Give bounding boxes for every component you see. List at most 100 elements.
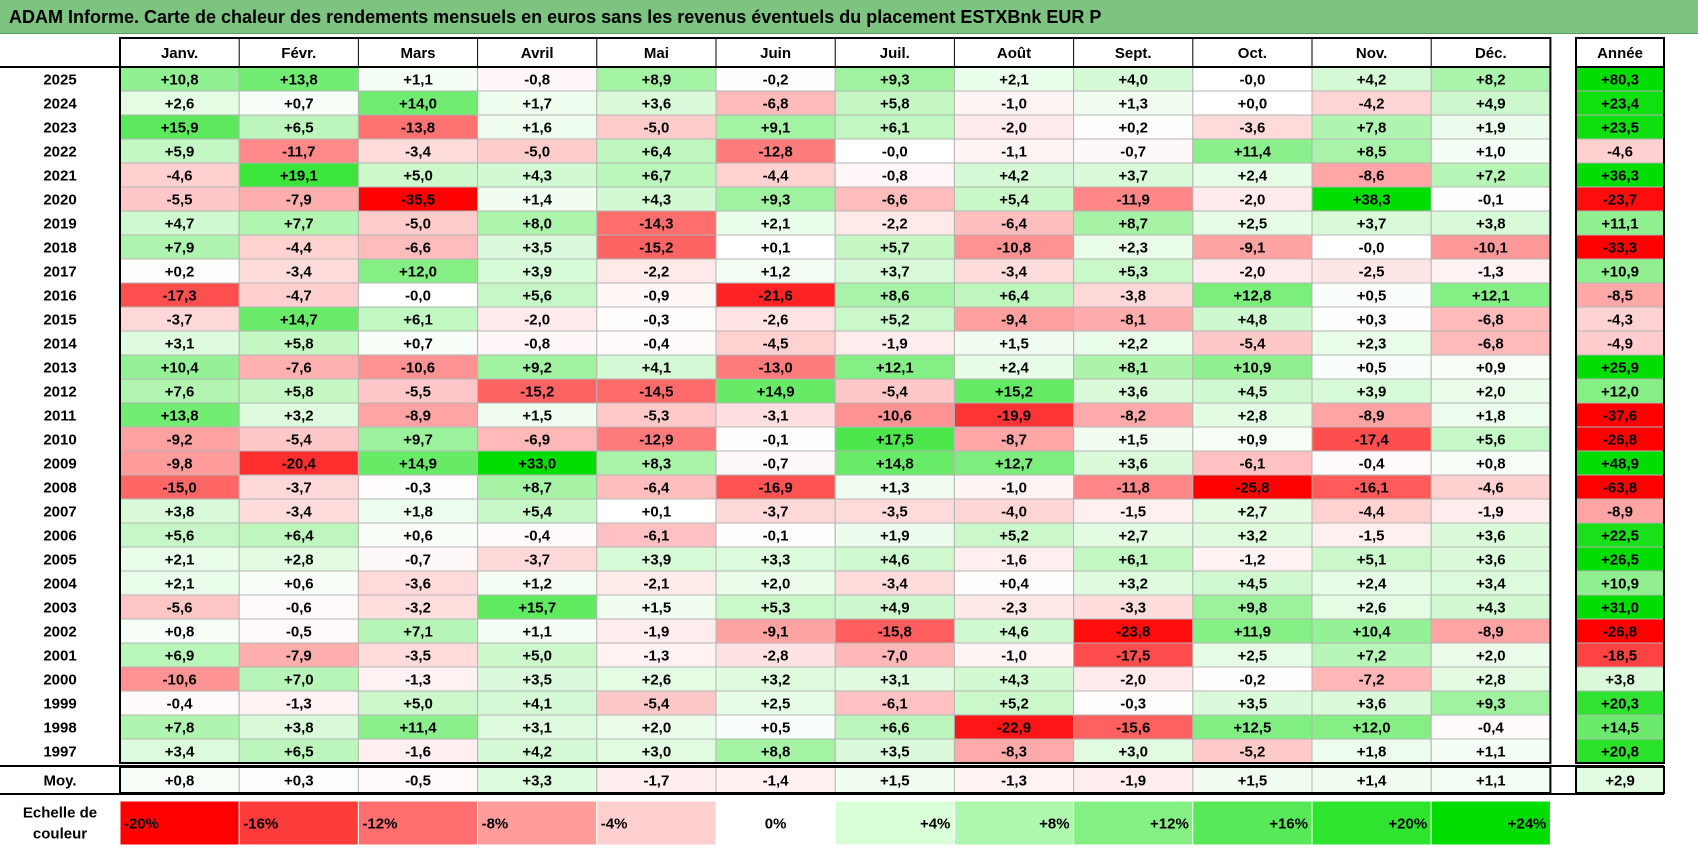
year-label: 2006 [43,528,76,545]
heat-cell-value: +3,8 [1476,216,1506,233]
heat-cell-value: +3,7 [1118,168,1148,185]
heat-cell-value: -1,0 [1001,96,1027,113]
year-label: 2014 [43,336,77,353]
heat-cell-value: +4,2 [1357,72,1387,89]
month-header-2: Févr. [281,45,316,62]
heat-cell-value: +5,6 [522,288,552,305]
heat-cell-value: +4,3 [522,168,552,185]
scale-swatch [477,800,598,846]
heat-cell-value: +5,0 [522,648,552,665]
heat-cell [119,330,240,356]
heat-cell [1073,354,1194,380]
scale-swatch-label: -8% [482,816,509,833]
heat-cell [715,402,836,428]
heat-cell [357,354,479,380]
average-cell [953,766,1075,794]
heat-cell-value: -13,0 [758,360,792,377]
heat-cell [1430,426,1551,452]
heat-cell [596,666,717,692]
heat-cell-value: +3,8 [165,504,195,521]
heat-cell-value: -6,4 [1001,216,1028,233]
heat-cell-value: +19,1 [280,168,318,185]
heat-cell [1430,210,1551,236]
heat-cell-value: +6,5 [284,744,314,761]
heat-cell [1073,90,1194,116]
heat-cell-value: -4,2 [1359,96,1385,113]
heat-cell [238,522,359,548]
heat-cell-value: -4,0 [1001,504,1027,521]
heat-cell-value: +5,1 [1357,552,1387,569]
heat-cell-value: +2,6 [642,672,672,689]
annual-cell-value: -33,3 [1603,240,1637,257]
heat-cell [1192,306,1313,332]
heat-cell-value: -3,4 [1001,264,1028,281]
heat-cell [357,738,479,764]
annual-cell-value: +20,8 [1601,744,1639,761]
average-cell-value: +1,4 [1357,773,1387,790]
heat-cell-value: +0,5 [1357,360,1387,377]
heat-cell [596,618,717,644]
heat-cell-value: -9,8 [167,456,193,473]
heat-cell [238,234,359,260]
heat-cell-value: -1,3 [643,648,669,665]
heat-cell-value: +8,7 [522,480,552,497]
year-label: 2007 [43,504,76,521]
heat-cell [357,306,479,332]
year-label: 2002 [43,624,76,641]
heat-cell-value: +3,9 [1357,384,1387,401]
heat-cell [1073,186,1194,212]
scale-swatch-label: +24% [1508,816,1547,833]
heat-cell-value: -8,1 [1120,312,1146,329]
heat-cell-value: +3,0 [1118,744,1148,761]
heat-cell [119,234,240,260]
heat-cell-value: +2,0 [1476,384,1506,401]
annual-cell-value: +10,9 [1601,264,1639,281]
heat-cell-value: -1,0 [1001,480,1027,497]
heat-cell-value: -1,2 [1239,552,1265,569]
heat-cell-value: -0,8 [524,336,550,353]
heat-cell [1430,642,1551,668]
heat-cell-value: -11,8 [1117,480,1150,497]
heat-cell-value: +5,2 [999,528,1029,545]
year-label: 2021 [43,168,76,185]
average-cell [834,766,955,794]
heat-cell-value: +0,0 [1238,96,1268,113]
heat-cell-value: -6,1 [882,696,908,713]
scale-swatch-label: -20% [124,816,159,833]
heat-cell-value: -2,0 [1120,672,1146,689]
heat-cell-value: -0,4 [524,528,551,545]
heat-cell-value: +0,9 [1476,360,1506,377]
heat-cell [238,618,359,644]
heat-cell-value: +4,7 [165,216,195,233]
heat-cell-value: +3,6 [1118,456,1148,473]
heat-cell [715,210,836,236]
heat-cell [1073,426,1194,452]
scale-swatch-label: -12% [362,816,397,833]
heat-cell-value: +2,1 [761,216,791,233]
heat-cell [119,498,240,524]
heat-cell-value: -0,0 [405,288,431,305]
heat-cell [119,282,240,308]
year-label: 2023 [43,120,76,137]
heat-cell-value: -6,8 [763,96,789,113]
heat-cell-value: +3,9 [642,552,672,569]
heat-cell-value: +1,3 [880,480,910,497]
heat-cell [715,522,836,548]
heat-cell [715,690,836,716]
heat-cell-value: +0,1 [761,240,791,257]
heat-cell [1192,210,1313,236]
heat-cell [1430,570,1551,596]
heat-cell-value: -23,8 [1116,624,1150,641]
heat-cell [596,186,717,212]
heat-cell [1192,114,1313,140]
average-cell-value: +0,3 [284,773,314,790]
heat-cell-value: +5,8 [284,336,314,353]
heat-cell-value: -4,5 [763,336,789,353]
heat-cell-value: +3,7 [880,264,910,281]
heat-cell-value: -8,9 [405,408,431,425]
heat-cell-value: -0,8 [882,168,908,185]
heat-cell-value: +2,2 [1118,336,1148,353]
heat-cell-value: +1,8 [403,504,433,521]
heat-cell [834,738,955,764]
heat-cell [357,138,479,164]
